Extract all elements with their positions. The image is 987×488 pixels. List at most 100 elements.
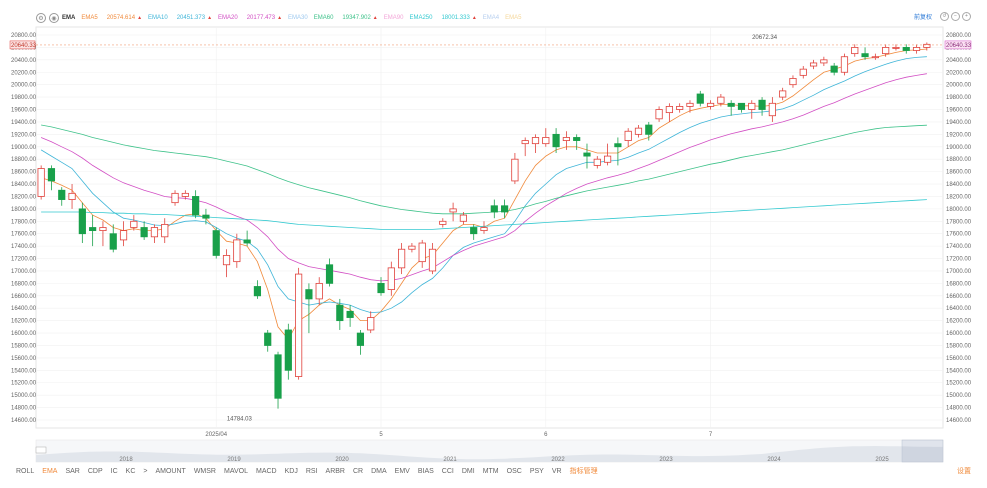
settings-icon[interactable]: ⚙ <box>36 13 46 23</box>
legend-ema90[interactable]: EMA90 <box>383 15 404 21</box>
legend-ema5[interactable]: EMA5 <box>505 15 522 21</box>
indicator-tab-sar[interactable]: SAR <box>65 467 80 475</box>
navigator-year-label: 2019 <box>227 457 241 463</box>
y-tick-right: 20800.00 <box>946 33 972 39</box>
zoom-in-icon[interactable]: + <box>962 12 971 21</box>
candle-body <box>840 56 849 73</box>
more-arrow-icon[interactable]: > <box>143 467 148 475</box>
indicator-tab-cci[interactable]: CCI <box>441 467 454 475</box>
indicator-tab-emv[interactable]: EMV <box>394 467 410 475</box>
indicator-tab-kdj[interactable]: KDJ <box>284 467 298 475</box>
y-tick-right: 15600.00 <box>946 356 972 362</box>
candle-body <box>696 93 704 104</box>
y-tick-right: 17400.00 <box>946 244 972 250</box>
y-tick-right: 16600.00 <box>946 294 972 300</box>
legend-value: 20574.614 <box>106 15 136 21</box>
navigator-window <box>901 439 944 463</box>
navigator-year-label: 2025 <box>875 457 889 463</box>
indicator-tab-dmi[interactable]: DMI <box>461 467 475 475</box>
y-tick-right: 20400.00 <box>946 58 972 64</box>
candle-body <box>480 227 488 232</box>
legend-ema250[interactable]: EMA250 <box>409 15 433 21</box>
candle-body <box>459 214 467 222</box>
y-tick-right: 17000.00 <box>946 269 972 275</box>
candle-body <box>387 267 395 290</box>
y-tick-left: 18400.00 <box>11 182 37 188</box>
candle-body <box>645 124 653 135</box>
indicator-tab-macd[interactable]: MACD <box>256 467 277 475</box>
indicator-tab-wmsr[interactable]: WMSR <box>193 467 216 475</box>
y-tick-right: 14800.00 <box>946 406 972 412</box>
y-tick-left: 19000.00 <box>11 145 37 151</box>
candle-body <box>820 59 828 64</box>
legend-ema30[interactable]: EMA30 <box>288 15 308 21</box>
y-tick-left: 20400.00 <box>11 58 37 64</box>
candle-body <box>923 43 931 48</box>
indicator-tab-bias[interactable]: BIAS <box>417 467 434 475</box>
candle-body <box>686 102 694 107</box>
y-tick-right: 16000.00 <box>946 331 972 337</box>
candle-body <box>367 317 375 331</box>
indicator-tab-ic[interactable]: IC <box>110 467 118 475</box>
indicator-tab-rsi[interactable]: RSI <box>305 467 318 475</box>
y-tick-left: 20800.00 <box>11 33 37 39</box>
legend-ema20[interactable]: EMA20 <box>218 15 238 21</box>
y-tick-right: 16800.00 <box>946 281 972 287</box>
legend-value: 20177.473 <box>246 15 276 21</box>
y-tick-right: 18400.00 <box>946 182 972 188</box>
y-tick-left: 17600.00 <box>11 232 37 238</box>
indicator-tab-amount[interactable]: AMOUNT <box>155 467 186 475</box>
indicator-tab-vr[interactable]: VR <box>551 467 562 475</box>
candle-body <box>665 106 673 114</box>
candle-body <box>583 152 591 157</box>
indicator-tab-osc[interactable]: OSC <box>506 467 522 475</box>
legend-ema5[interactable]: EMA5 <box>81 15 98 21</box>
indicator-tab-dma[interactable]: DMA <box>371 467 387 475</box>
candle-body <box>222 255 231 266</box>
navigator-year-label: 2021 <box>443 457 457 463</box>
indicator-tab-kc[interactable]: KC <box>125 467 136 475</box>
indicator-tab-ema[interactable]: EMA <box>42 467 58 475</box>
indicator-tab-arbr[interactable]: ARBR <box>325 467 345 475</box>
eye-icon[interactable]: ◉ <box>49 13 59 23</box>
candle-body <box>830 65 838 73</box>
x-tick-label: 6 <box>544 432 548 438</box>
candle-body <box>470 227 478 235</box>
candle-body <box>68 192 76 200</box>
settings-link[interactable]: 设置 <box>957 468 971 475</box>
candle-body <box>655 109 663 120</box>
indicator-name[interactable]: EMA <box>62 15 76 21</box>
candle-body <box>78 208 86 235</box>
legend-ema10[interactable]: EMA10 <box>148 15 168 21</box>
y-tick-right: 17200.00 <box>946 257 972 263</box>
navigator-year-label: 2020 <box>335 457 349 463</box>
candle-body <box>336 304 344 322</box>
last-price-label-right: 20640.33 <box>946 43 972 49</box>
y-tick-left: 16000.00 <box>11 331 37 337</box>
indicator-tab-roll[interactable]: ROLL <box>16 467 35 475</box>
y-tick-left: 19800.00 <box>11 95 37 101</box>
reset-icon[interactable]: ↺ <box>940 12 949 21</box>
indicator-tab-cr[interactable]: CR <box>352 467 364 475</box>
legend-value: 20451.373 <box>176 15 206 21</box>
legend-ema60[interactable]: EMA60 <box>313 15 334 21</box>
zoom-out-icon[interactable]: − <box>951 12 960 21</box>
candle-body <box>130 220 138 228</box>
candle-body <box>892 47 900 49</box>
indicator-tab-mavol[interactable]: MAVOL <box>224 467 248 475</box>
y-tick-right: 20200.00 <box>946 70 972 76</box>
last-price-tag-left <box>9 40 36 50</box>
adjust-mode-button[interactable]: 前复权 <box>913 15 932 21</box>
indicator-tab-mtm[interactable]: MTM <box>482 467 499 475</box>
y-tick-left: 18600.00 <box>11 170 37 176</box>
indicator-tab-psy[interactable]: PSY <box>529 467 544 475</box>
legend-ema4[interactable]: EMA4 <box>482 15 500 21</box>
candle-body <box>325 264 334 284</box>
y-tick-right: 15000.00 <box>946 393 972 399</box>
y-tick-left: 16800.00 <box>11 281 37 287</box>
y-tick-right: 19800.00 <box>946 95 972 101</box>
indicator-manage-button[interactable]: 指标管理 <box>569 468 598 475</box>
candle-body <box>511 158 519 182</box>
indicator-tab-cdp[interactable]: CDP <box>87 467 103 475</box>
